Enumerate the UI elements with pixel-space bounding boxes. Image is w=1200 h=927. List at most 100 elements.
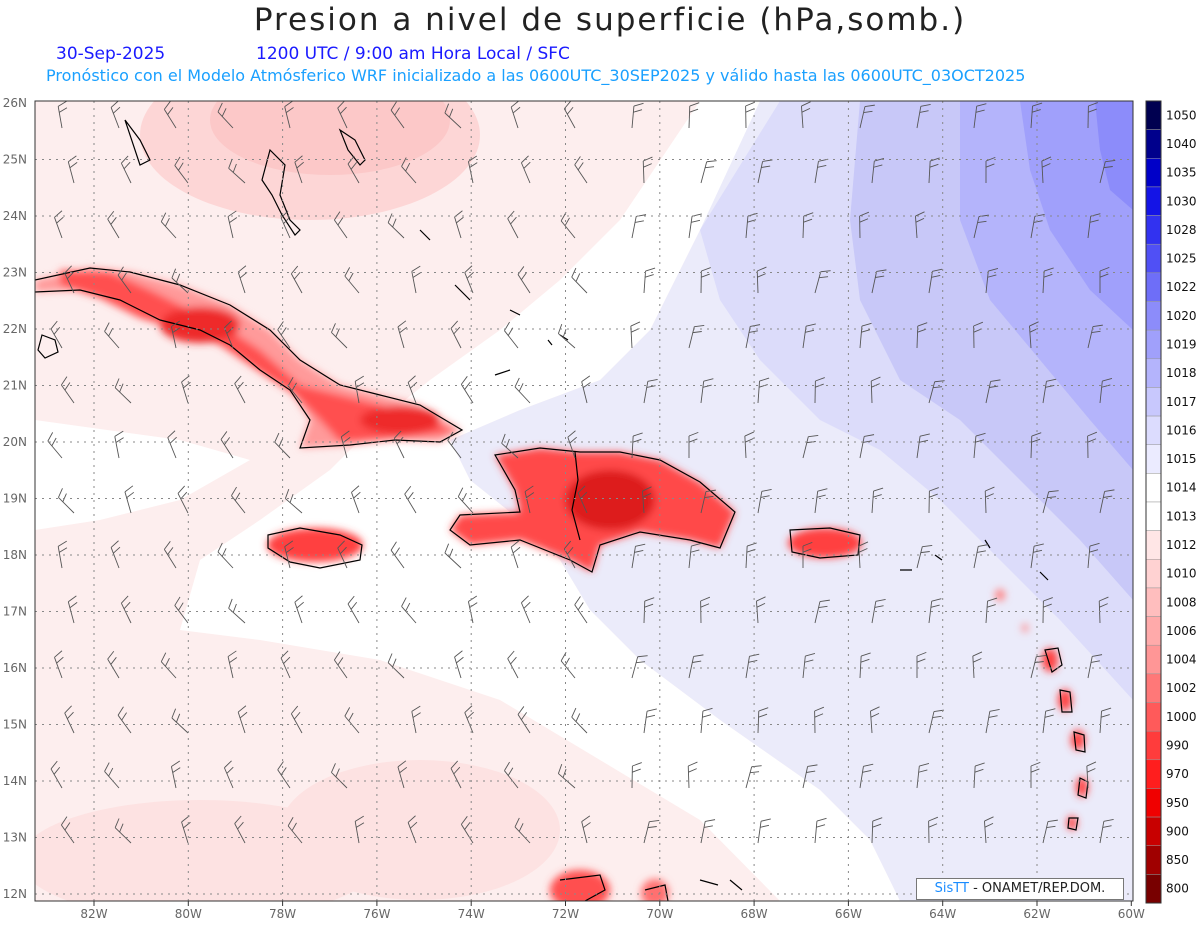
credit-org: - ONAMET/REP.DOM. <box>968 881 1106 896</box>
wind-barb <box>1030 432 1042 459</box>
colorbar-label: 1035 <box>1166 166 1197 180</box>
wind-barb <box>294 155 305 184</box>
wind-barb <box>464 705 474 734</box>
lat-label: 18N <box>3 548 27 562</box>
wind-barb <box>985 597 998 624</box>
wind-barb <box>57 540 68 569</box>
model-info: Pronóstico con el Modelo Atmósferico WRF… <box>46 66 1026 85</box>
wind-barb <box>337 540 348 569</box>
wind-barb <box>50 760 63 789</box>
wind-barb <box>228 598 246 624</box>
wind-barb <box>50 320 63 349</box>
lat-label: 14N <box>3 774 27 788</box>
lat-label: 23N <box>3 266 27 280</box>
colorbar-label: 850 <box>1166 853 1189 867</box>
colorbar-swatch <box>1145 243 1162 274</box>
colorbar-label: 1002 <box>1166 681 1197 695</box>
colorbar-swatch <box>1145 387 1162 417</box>
wind-barb <box>700 267 711 294</box>
wind-barb <box>510 101 521 129</box>
wind-barb <box>234 815 246 844</box>
wind-barb <box>444 543 462 569</box>
wind-barb <box>387 213 405 239</box>
wind-barb <box>61 376 75 404</box>
wind-barb <box>223 760 234 789</box>
lon-label: 68W <box>741 907 768 921</box>
wind-barb <box>114 818 132 844</box>
colorbar-swatch <box>1145 272 1162 302</box>
wind-barb <box>1087 431 1098 459</box>
lat-label: 24N <box>3 209 27 223</box>
wind-barb <box>1041 156 1052 184</box>
colorbar-swatch <box>1145 329 1162 360</box>
wind-barb <box>160 652 177 679</box>
colorbar-label: 1030 <box>1166 194 1197 208</box>
wind-barb <box>928 598 942 624</box>
wind-barb <box>802 653 816 679</box>
wind-barb <box>120 155 132 184</box>
wind-barb <box>928 487 939 514</box>
wind-barb <box>801 101 811 129</box>
colorbar-swatch <box>1145 673 1162 703</box>
wind-barb <box>745 765 762 789</box>
wind-barb <box>411 705 421 734</box>
wind-barb <box>984 816 994 844</box>
wind-barb <box>814 817 827 844</box>
wind-barb <box>227 650 238 679</box>
wind-barb <box>524 485 535 514</box>
wind-barb <box>504 761 519 789</box>
wind-barb <box>858 541 869 569</box>
colorbar-swatch <box>1145 158 1162 188</box>
colorbar-swatch <box>1145 444 1162 474</box>
wind-barb <box>814 488 828 514</box>
wind-barb <box>387 653 405 679</box>
colorbar-swatch <box>1145 788 1162 818</box>
wind-barb <box>290 265 303 294</box>
colorbar-swatch <box>1145 644 1162 675</box>
wind-barb <box>870 706 880 734</box>
wind-barb <box>859 652 871 679</box>
wind-barb <box>450 760 462 789</box>
colorbar-label: 1040 <box>1166 137 1197 151</box>
wind-barb <box>757 707 769 734</box>
lat-label: 15N <box>3 718 27 732</box>
wind-barb <box>114 430 124 459</box>
wind-barb <box>973 762 985 789</box>
lat-label: 17N <box>3 605 27 619</box>
wind-barb <box>571 707 588 734</box>
wind-barb <box>557 764 576 789</box>
wind-barb <box>107 210 120 239</box>
wind-barb <box>61 816 75 844</box>
wind-barb <box>501 433 519 459</box>
wind-barb <box>167 430 177 459</box>
credit-box: SisTT - ONAMET/REP.DOM. <box>916 878 1124 900</box>
wind-barb <box>460 816 474 844</box>
wind-barb <box>985 268 999 294</box>
wind-barb <box>916 651 927 678</box>
wind-barb <box>916 433 930 459</box>
wind-barb <box>390 541 405 569</box>
wind-barb <box>407 815 418 844</box>
wind-barb <box>985 708 1000 734</box>
wind-barb <box>234 375 246 404</box>
wind-barb <box>454 650 464 679</box>
wind-barb <box>916 322 928 349</box>
wind-barb <box>802 323 816 349</box>
colorbar-swatch <box>1145 415 1162 445</box>
wind-barb <box>973 103 987 129</box>
wind-barb <box>567 430 578 459</box>
lat-label: 19N <box>3 492 27 506</box>
wind-barb <box>916 763 930 789</box>
wind-barb <box>916 544 933 569</box>
wind-barb <box>284 489 303 514</box>
colorbar-swatch <box>1145 530 1162 560</box>
wind-barb <box>1087 542 1100 569</box>
wind-barb <box>1042 267 1054 294</box>
colorbar-label: 990 <box>1166 738 1189 752</box>
pressure-field <box>35 101 1133 901</box>
wind-barb <box>520 155 531 184</box>
wind-barb <box>631 432 643 459</box>
wind-barb <box>563 101 576 129</box>
colorbar-swatch <box>1145 100 1162 130</box>
wind-barb <box>277 321 291 349</box>
